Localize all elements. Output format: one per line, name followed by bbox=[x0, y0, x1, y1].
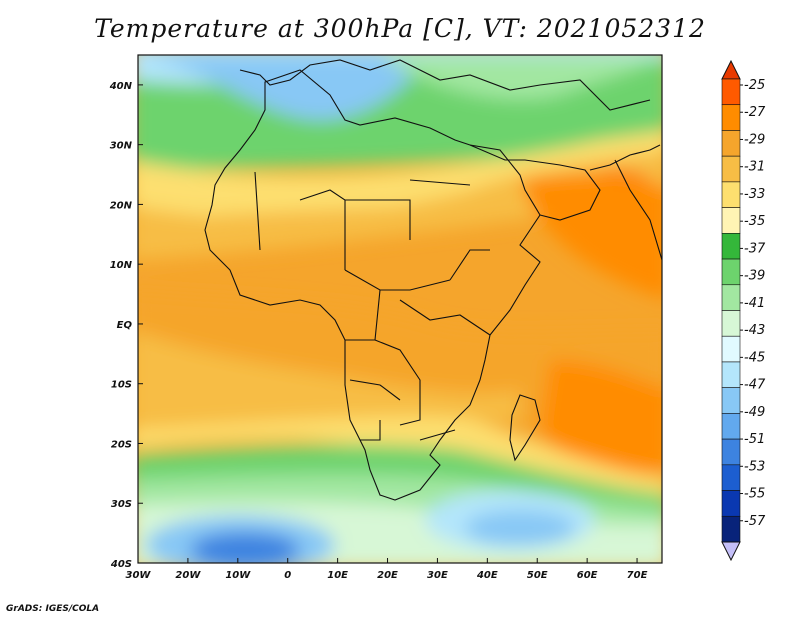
lon-tick-label: 20E bbox=[377, 570, 398, 581]
map-title: Temperature at 300hPa [C], VT: 202105231… bbox=[94, 14, 706, 43]
lon-tick-label: 30E bbox=[427, 570, 448, 581]
colorbar-label: -27 bbox=[744, 105, 766, 120]
credit-text: GrADS: IGES/COLA bbox=[6, 604, 100, 614]
colorbar-swatch bbox=[721, 361, 741, 388]
colorbar-label: -57 bbox=[744, 514, 766, 529]
colorbar-swatch bbox=[721, 78, 741, 106]
colorbar-label: -47 bbox=[744, 378, 766, 393]
lon-tick-label: 50E bbox=[527, 570, 548, 581]
colorbar-label: -45 bbox=[744, 350, 765, 365]
colorbar-swatch bbox=[721, 155, 741, 183]
colorbar-label: -41 bbox=[744, 296, 765, 311]
colorbar-bottom-arrow bbox=[721, 541, 741, 562]
plot-frame bbox=[137, 54, 663, 564]
colorbar-label: -43 bbox=[744, 323, 765, 338]
lat-tick-label: 40S bbox=[110, 559, 132, 570]
colorbar-label: -31 bbox=[744, 160, 765, 175]
lat-tick-label: 20N bbox=[110, 200, 133, 211]
colorbar-swatch bbox=[721, 490, 741, 517]
longitude-axis: 30W 20W 10W 0 10E 20E 30E 40E 50E 60E 70E bbox=[126, 558, 648, 581]
colorbar-label: -53 bbox=[744, 459, 765, 474]
lat-tick-label: 40N bbox=[109, 81, 133, 92]
colorbar-swatch bbox=[721, 464, 741, 491]
lon-tick-label: 70E bbox=[627, 570, 648, 581]
colorbar-label: -55 bbox=[744, 487, 765, 502]
colorbar-swatch bbox=[721, 335, 741, 363]
colorbar-swatch bbox=[721, 104, 741, 131]
colorbar-label: -35 bbox=[744, 214, 765, 229]
colorbar-swatch bbox=[721, 130, 741, 157]
lon-tick-label: 40E bbox=[476, 570, 498, 581]
latitude-axis: 40N 30N 20N 10N EQ 10S 20S 30S 40S bbox=[109, 81, 143, 570]
lat-tick-label: 10S bbox=[111, 380, 132, 391]
lon-tick-label: 0 bbox=[284, 570, 291, 581]
colorbar-label: -37 bbox=[744, 241, 766, 256]
colorbar-label: -25 bbox=[744, 78, 765, 93]
colorbar-label: -51 bbox=[744, 432, 765, 447]
colorbar-swatch bbox=[721, 258, 741, 286]
temperature-field bbox=[138, 55, 662, 563]
colorbar-swatch bbox=[721, 515, 741, 543]
colorbar-swatch bbox=[721, 233, 741, 260]
coastlines bbox=[204, 59, 662, 501]
colorbar-swatch bbox=[721, 413, 741, 440]
colorbar-swatch bbox=[721, 387, 741, 414]
colorbar-swatch bbox=[721, 207, 741, 234]
lat-tick-label: 30S bbox=[111, 499, 132, 510]
lon-tick-label: 10E bbox=[327, 570, 348, 581]
colorbar-label: -49 bbox=[744, 405, 765, 420]
colorbar-label: -33 bbox=[744, 187, 765, 202]
lon-tick-label: 60E bbox=[577, 570, 598, 581]
colorbar-swatch bbox=[721, 310, 741, 337]
colorbar-label: -29 bbox=[744, 132, 765, 147]
colorbar-top-arrow bbox=[721, 59, 741, 80]
lon-tick-label: 10W bbox=[225, 570, 251, 581]
lat-tick-label: 10N bbox=[110, 260, 133, 271]
lat-tick-label: 30N bbox=[110, 141, 133, 152]
lon-tick-label: 30W bbox=[126, 570, 152, 581]
colorbar-swatch bbox=[721, 438, 741, 466]
lon-tick-label: 20W bbox=[175, 570, 201, 581]
colorbar-swatch bbox=[721, 181, 741, 208]
colorbar-swatch bbox=[721, 284, 741, 311]
colorbar: -25 -27 -29 -31 -33 -35 -37 -39 -41 -43 -45 -47 -49 -… bbox=[721, 59, 766, 562]
lat-tick-label: EQ bbox=[117, 320, 133, 331]
colorbar-label: -39 bbox=[744, 269, 765, 284]
lat-tick-label: 20S bbox=[111, 439, 132, 450]
